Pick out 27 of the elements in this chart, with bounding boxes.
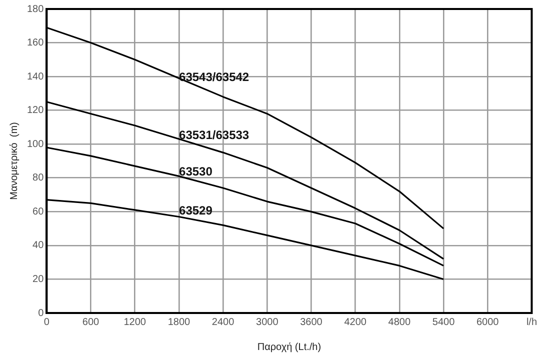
x-tick-label: 2400 xyxy=(212,316,235,328)
y-tick-label: 100 xyxy=(26,138,44,150)
series-label: 63531/63533 xyxy=(179,128,250,142)
series-label: 63530 xyxy=(179,164,213,178)
x-tick-label: 6000 xyxy=(476,316,500,328)
y-axis-title: Μανομετρικό (m) xyxy=(8,122,20,200)
y-tick-label: 120 xyxy=(26,105,44,116)
x-axis-title: Παροχή (Lt./h) xyxy=(257,342,322,353)
series-label: 63543/63542 xyxy=(179,70,250,84)
x-tick-label: l/h xyxy=(526,316,537,328)
y-tick-label: 180 xyxy=(26,4,44,15)
x-tick-label: 5400 xyxy=(432,316,456,328)
series-label: 63529 xyxy=(179,203,213,218)
x-tick-label: 3000 xyxy=(256,316,279,328)
x-tick-label: 3600 xyxy=(300,316,323,328)
x-tick-label: 1200 xyxy=(124,316,146,328)
x-tick-label: 1800 xyxy=(168,316,191,328)
y-tick-label: 160 xyxy=(26,38,44,49)
x-tick-label: 4800 xyxy=(388,316,411,328)
y-tick-label: 40 xyxy=(32,240,44,252)
x-tick-label: 4200 xyxy=(344,316,367,328)
x-tick-label: 600 xyxy=(82,316,100,328)
y-tick-label: 80 xyxy=(32,172,44,184)
y-tick-label: 60 xyxy=(32,206,44,218)
y-tick-label: 0 xyxy=(38,308,44,319)
y-tick-label: 140 xyxy=(26,71,44,82)
y-tick-label: 20 xyxy=(32,274,44,285)
